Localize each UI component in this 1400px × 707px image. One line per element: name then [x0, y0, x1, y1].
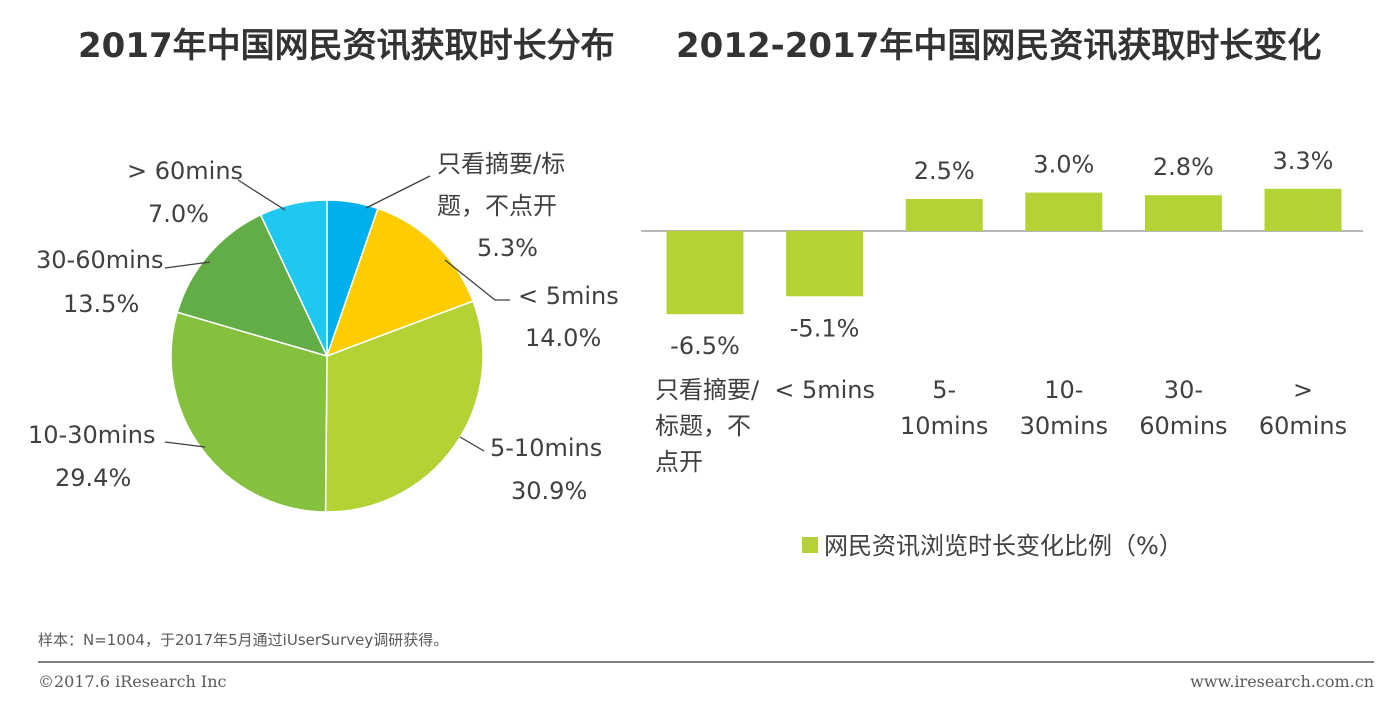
- bar-1: [786, 231, 864, 297]
- legend-label: 网民资讯浏览时长变化比例（%）: [824, 532, 1183, 560]
- bar-category-label-3: 10-: [1044, 376, 1083, 404]
- pie-slice-1: [325, 207, 475, 358]
- pie-leader-line-5: [237, 179, 286, 211]
- bar-category-label-0: 标题，不: [655, 412, 751, 440]
- pie-slice-label-2: 5-10mins: [490, 434, 602, 462]
- bar-value-label-4: 2.8%: [1153, 153, 1214, 181]
- pie-slice-pct-5: 7.0%: [148, 200, 209, 228]
- pie-slice-pct-0: 5.3%: [477, 234, 538, 262]
- bar-chart-title: 2012-2017年中国网民资讯获取时长变化: [676, 26, 1322, 66]
- bar-category-label-2: 10mins: [900, 412, 988, 440]
- bar-5: [1264, 188, 1342, 231]
- bar-category-label-0: 点开: [655, 448, 703, 476]
- pie-slice-label-3: 10-30mins: [28, 421, 156, 449]
- sample-footnote: 样本：N=1004，于2017年5月通过iUserSurvey调研获得。: [38, 631, 449, 649]
- bar-category-label-1: < 5mins: [774, 376, 875, 404]
- bar-0: [666, 231, 744, 315]
- pie-slice-4: [176, 213, 329, 358]
- bar-category-label-5: >: [1293, 376, 1313, 404]
- bar-category-label-5: 60mins: [1259, 412, 1347, 440]
- pie-slice-pct-1: 14.0%: [525, 324, 601, 352]
- pie-chart-title: 2017年中国网民资讯获取时长分布: [78, 26, 615, 66]
- bar-category-label-3: 30mins: [1020, 412, 1108, 440]
- bar-chart: -6.5% 只看摘要/标题，不点开 -5.1% < 5mins 2.5% 5- 10mins…: [641, 147, 1363, 560]
- bar-2: [905, 199, 983, 231]
- website-url: www.iresearch.com.cn: [1190, 672, 1374, 691]
- bar-3: [1025, 192, 1103, 231]
- bar-category-label-0: 只看摘要/: [655, 376, 760, 404]
- pie-slice-label-1: < 5mins: [518, 282, 619, 310]
- copyright-text: ©2017.6 iResearch Inc: [38, 672, 227, 691]
- pie-slice-pct-4: 13.5%: [63, 290, 139, 318]
- footer-divider: [38, 661, 1374, 663]
- pie-slice-3: [170, 311, 328, 513]
- bar-4: [1144, 195, 1222, 231]
- pie-slice-label-0: 题，不点开: [437, 192, 557, 220]
- pie-slice-5: [259, 199, 328, 357]
- pie-leader-line-2: [459, 436, 485, 452]
- bar-value-label-5: 3.3%: [1273, 147, 1334, 175]
- legend-swatch: [802, 537, 818, 553]
- pie-leader-line-3: [164, 441, 206, 448]
- bar-value-label-3: 3.0%: [1033, 151, 1094, 179]
- pie-leader-line-1: [444, 259, 510, 301]
- pie-slice-pct-3: 29.4%: [55, 464, 131, 492]
- bar-value-label-1: -5.1%: [790, 314, 860, 342]
- pie-slice-label-0: 只看摘要/标: [437, 150, 565, 178]
- pie-leader-line-4: [164, 261, 211, 269]
- bar-category-label-2: 5-: [932, 376, 956, 404]
- pie-chart: 只看摘要/标题，不点开 5.3% < 5mins 14.0% 5-10mins 30.9%…: [28, 150, 619, 513]
- pie-leader-line-0: [365, 175, 431, 209]
- bar-category-label-4: 60mins: [1139, 412, 1227, 440]
- bar-value-label-2: 2.5%: [914, 157, 975, 185]
- pie-slice-label-5: > 60mins: [127, 157, 243, 185]
- bar-category-label-4: 30-: [1164, 376, 1203, 404]
- pie-slice-2: [324, 300, 484, 513]
- bar-value-label-0: -6.5%: [670, 332, 740, 360]
- pie-slice-label-4: 30-60mins: [36, 246, 164, 274]
- pie-slice-pct-2: 30.9%: [511, 477, 587, 505]
